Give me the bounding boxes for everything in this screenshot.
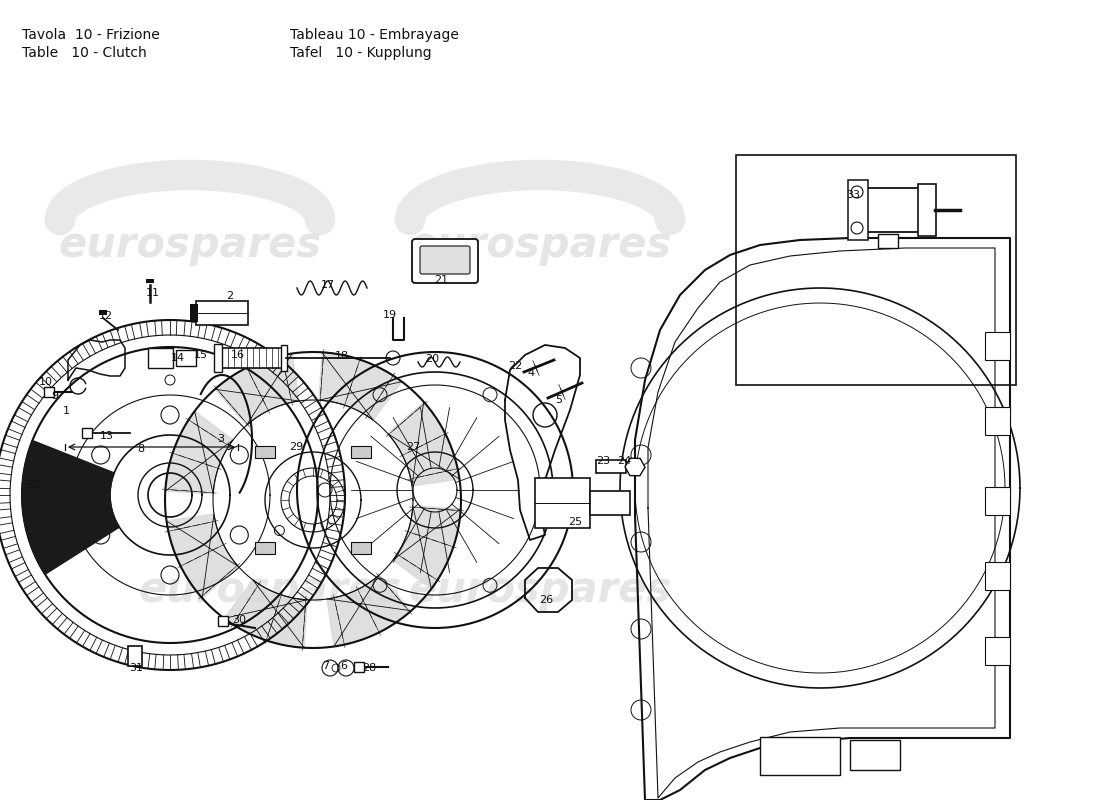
- Polygon shape: [224, 580, 307, 648]
- Polygon shape: [388, 402, 460, 486]
- Bar: [128, 646, 142, 666]
- Bar: [190, 304, 198, 322]
- Text: 10: 10: [39, 377, 53, 387]
- Bar: [984, 637, 1010, 665]
- Text: 13: 13: [100, 431, 114, 441]
- Bar: [255, 542, 275, 554]
- Text: 25: 25: [568, 517, 582, 527]
- Text: 26: 26: [539, 595, 553, 605]
- Polygon shape: [327, 575, 411, 646]
- Bar: [865, 188, 920, 232]
- Text: 11: 11: [146, 288, 160, 298]
- Text: 17: 17: [321, 280, 336, 290]
- Text: 28: 28: [362, 663, 376, 673]
- Bar: [176, 350, 196, 366]
- Text: 20: 20: [425, 354, 439, 364]
- Polygon shape: [165, 411, 233, 494]
- Bar: [280, 345, 287, 371]
- Text: 3: 3: [218, 434, 224, 444]
- Text: 23: 23: [596, 456, 611, 466]
- Text: 14: 14: [170, 353, 185, 363]
- Bar: [146, 279, 154, 283]
- Polygon shape: [393, 506, 461, 589]
- Polygon shape: [166, 514, 239, 598]
- Text: 9: 9: [52, 391, 58, 401]
- Text: 24: 24: [617, 456, 631, 466]
- Bar: [596, 460, 626, 473]
- Bar: [148, 348, 173, 368]
- Text: eurospares: eurospares: [408, 569, 672, 611]
- FancyBboxPatch shape: [412, 239, 478, 283]
- Text: 30: 30: [232, 615, 246, 625]
- Text: eurospares: eurospares: [408, 224, 672, 266]
- Bar: [848, 180, 868, 240]
- Text: 12: 12: [99, 311, 113, 321]
- Text: 18: 18: [334, 351, 349, 361]
- Bar: [850, 740, 900, 770]
- Text: Tableau 10 - Embrayage: Tableau 10 - Embrayage: [290, 28, 459, 42]
- Text: Tavola  10 - Frizione: Tavola 10 - Frizione: [22, 28, 159, 42]
- Text: 16: 16: [231, 350, 245, 360]
- Text: 8: 8: [138, 444, 144, 454]
- FancyBboxPatch shape: [420, 246, 470, 274]
- Bar: [736, 155, 1016, 385]
- Bar: [984, 407, 1010, 435]
- Bar: [218, 348, 283, 368]
- Bar: [918, 184, 936, 236]
- Bar: [984, 562, 1010, 590]
- Polygon shape: [214, 354, 299, 425]
- Bar: [351, 446, 371, 458]
- Bar: [44, 387, 54, 397]
- Bar: [82, 428, 92, 438]
- Text: 21: 21: [433, 275, 448, 285]
- Bar: [218, 616, 228, 626]
- Text: 4: 4: [527, 368, 535, 378]
- Text: 33: 33: [846, 190, 860, 200]
- Bar: [535, 478, 590, 528]
- Polygon shape: [22, 441, 119, 574]
- Bar: [354, 662, 364, 672]
- Text: 27: 27: [406, 442, 420, 452]
- Bar: [984, 487, 1010, 515]
- Bar: [984, 332, 1010, 360]
- Text: Table   10 - Clutch: Table 10 - Clutch: [22, 46, 146, 60]
- Text: 1: 1: [63, 406, 69, 416]
- Bar: [196, 301, 248, 325]
- Polygon shape: [319, 352, 402, 420]
- Text: Tafel   10 - Kupplung: Tafel 10 - Kupplung: [290, 46, 431, 60]
- Bar: [760, 737, 840, 775]
- Text: 5: 5: [556, 395, 562, 405]
- Text: 2: 2: [227, 291, 233, 301]
- Bar: [590, 491, 630, 515]
- Text: 6: 6: [341, 661, 348, 671]
- Text: 32: 32: [26, 480, 40, 490]
- Text: eurospares: eurospares: [58, 224, 321, 266]
- Bar: [214, 344, 222, 372]
- Text: 19: 19: [383, 310, 397, 320]
- Bar: [351, 542, 371, 554]
- Text: 29: 29: [289, 442, 304, 452]
- Text: 7: 7: [322, 661, 330, 671]
- Bar: [99, 310, 107, 315]
- Text: 22: 22: [508, 361, 522, 371]
- Text: 15: 15: [194, 350, 208, 360]
- Bar: [878, 234, 898, 248]
- Text: eurospares: eurospares: [139, 569, 402, 611]
- Text: 31: 31: [129, 663, 143, 673]
- Bar: [255, 446, 275, 458]
